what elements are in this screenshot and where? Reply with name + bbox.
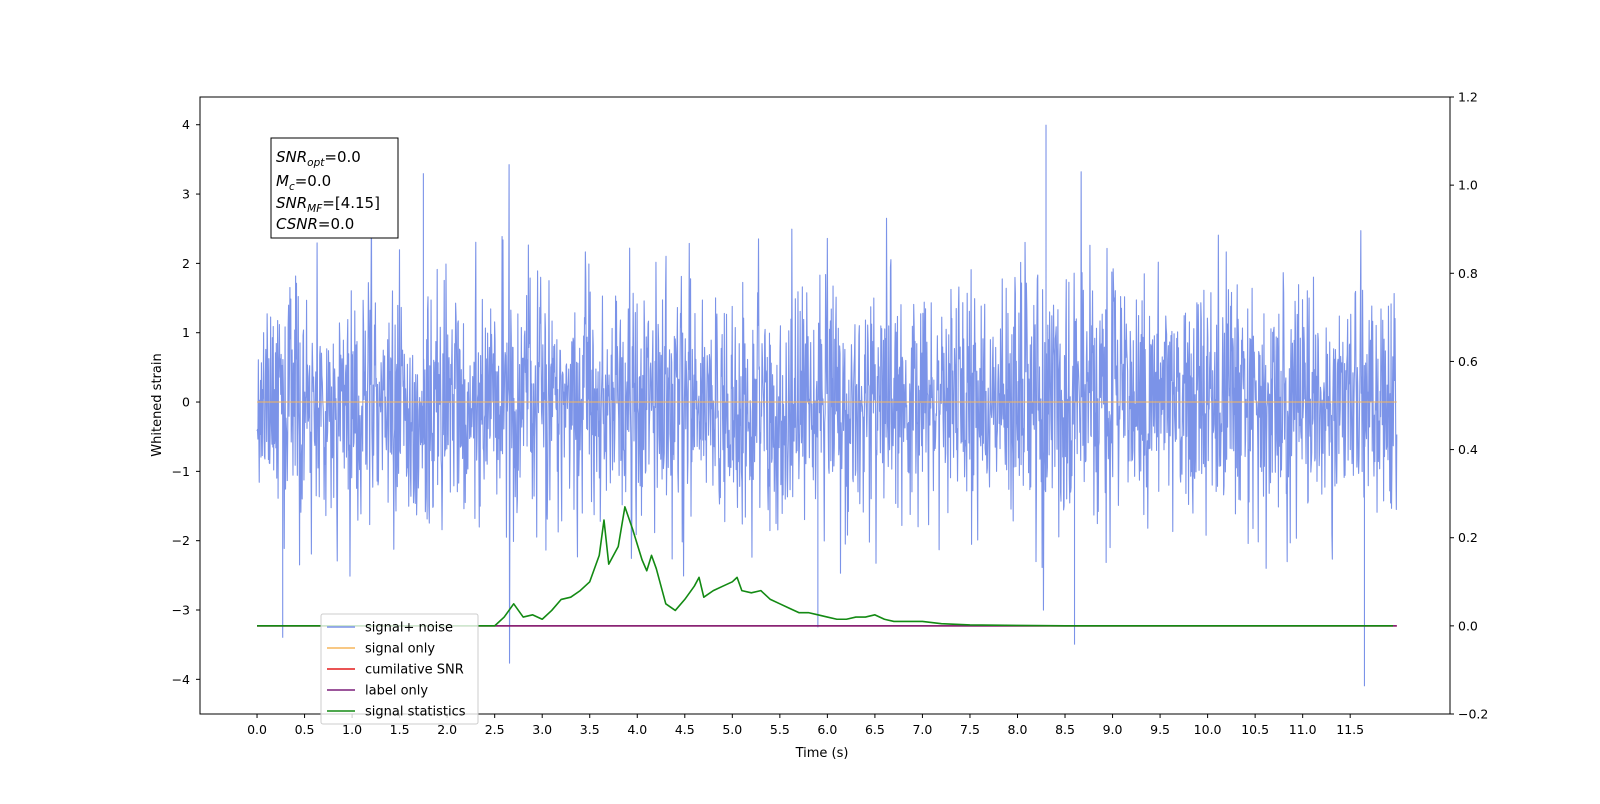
y-right-tick-label: 0.0 bbox=[1458, 618, 1478, 633]
x-tick-label: 2.5 bbox=[485, 722, 505, 737]
x-axis: 0.0 0.5 1.0 1.5 2.0 2.5 3.0 3.5 4.0 4.5 5.0 5.5 6.0 6… bbox=[247, 714, 1364, 737]
x-tick-label: 4.5 bbox=[675, 722, 695, 737]
y-right-tick-label: 0.4 bbox=[1458, 442, 1478, 457]
x-tick-label: 9.0 bbox=[1103, 722, 1123, 737]
y-left-tick-label: 1 bbox=[182, 325, 190, 340]
y-right-tick-label: 1.0 bbox=[1458, 178, 1478, 193]
x-tick-label: 2.0 bbox=[437, 722, 457, 737]
y-left-tick-label: 2 bbox=[182, 256, 190, 271]
y-right-tick-label: 0.8 bbox=[1458, 266, 1478, 281]
plot-frame bbox=[199, 96, 1451, 715]
y-left-tick-label: −3 bbox=[172, 603, 190, 618]
legend-label: signal only bbox=[365, 642, 435, 657]
y-left-tick-label: 3 bbox=[182, 187, 190, 202]
y-axis-left: 4 3 2 1 0 −1 −2 −3 −4 bbox=[172, 117, 200, 687]
x-tick-label: 6.5 bbox=[865, 722, 885, 737]
x-tick-label: 4.0 bbox=[627, 722, 647, 737]
y-left-tick-label: 0 bbox=[182, 395, 190, 410]
y-left-tick-label: −2 bbox=[172, 533, 190, 548]
y-left-tick-label: −4 bbox=[172, 672, 190, 687]
annotation-snr-mf: SNRMF=[4.15] bbox=[276, 194, 380, 215]
x-tick-label: 8.5 bbox=[1055, 722, 1075, 737]
x-tick-label: 7.0 bbox=[912, 722, 932, 737]
x-tick-label: 10.5 bbox=[1241, 722, 1269, 737]
series-signal-noise bbox=[256, 124, 1398, 687]
x-tick-label: 8.0 bbox=[1008, 722, 1028, 737]
x-tick-label: 3.0 bbox=[532, 722, 552, 737]
y-left-tick-label: 4 bbox=[182, 117, 190, 132]
y-right-tick-label: 0.6 bbox=[1458, 354, 1478, 369]
legend-frame bbox=[320, 613, 479, 725]
x-tick-label: 11.0 bbox=[1289, 722, 1317, 737]
annotation-snr-opt: SNRopt=0.0 bbox=[276, 148, 361, 169]
legend: signal+ noise signal only cumilative SNR la… bbox=[320, 613, 479, 725]
legend-label: label only bbox=[365, 684, 428, 699]
x-axis-label: Time (s) bbox=[795, 746, 849, 761]
x-tick-label: 10.0 bbox=[1194, 722, 1222, 737]
x-tick-label: 1.0 bbox=[342, 722, 362, 737]
annotation-csnr: CSNR=0.0 bbox=[276, 215, 354, 233]
plot-area bbox=[199, 96, 1451, 715]
x-tick-label: 7.5 bbox=[960, 722, 980, 737]
legend-label: signal statistics bbox=[365, 705, 466, 720]
annotation-frame bbox=[270, 137, 399, 239]
x-tick-label: 9.5 bbox=[1150, 722, 1170, 737]
y-axis-label-left: Whitened strain bbox=[150, 353, 165, 456]
y-right-tick-label: 0.2 bbox=[1458, 530, 1478, 545]
x-tick-label: 0.5 bbox=[295, 722, 315, 737]
y-left-tick-label: −1 bbox=[172, 464, 190, 479]
x-tick-label: 5.5 bbox=[770, 722, 790, 737]
x-tick-label: 5.0 bbox=[722, 722, 742, 737]
series-signal-statistics bbox=[257, 506, 1393, 627]
series-layer bbox=[256, 124, 1398, 687]
stats-annotation-box: SNRopt=0.0 Mc=0.0 SNRMF=[4.15] CSNR=0.0 bbox=[270, 137, 399, 239]
legend-label: cumilative SNR bbox=[365, 663, 464, 678]
x-tick-label: 6.0 bbox=[817, 722, 837, 737]
y-right-tick-label: −0.2 bbox=[1458, 707, 1488, 722]
annotation-mc: Mc=0.0 bbox=[276, 172, 331, 193]
legend-items: signal+ noise signal only cumilative SNR la… bbox=[327, 621, 466, 720]
x-tick-label: 11.5 bbox=[1336, 722, 1364, 737]
x-tick-label: 1.5 bbox=[390, 722, 410, 737]
y-right-tick-label: 1.2 bbox=[1458, 90, 1478, 105]
y-axis-right: 1.2 1.0 0.8 0.6 0.4 0.2 0.0 −0.2 bbox=[1450, 90, 1488, 722]
legend-label: signal+ noise bbox=[365, 621, 453, 636]
x-tick-label: 0.0 bbox=[247, 722, 267, 737]
x-tick-label: 3.5 bbox=[580, 722, 600, 737]
